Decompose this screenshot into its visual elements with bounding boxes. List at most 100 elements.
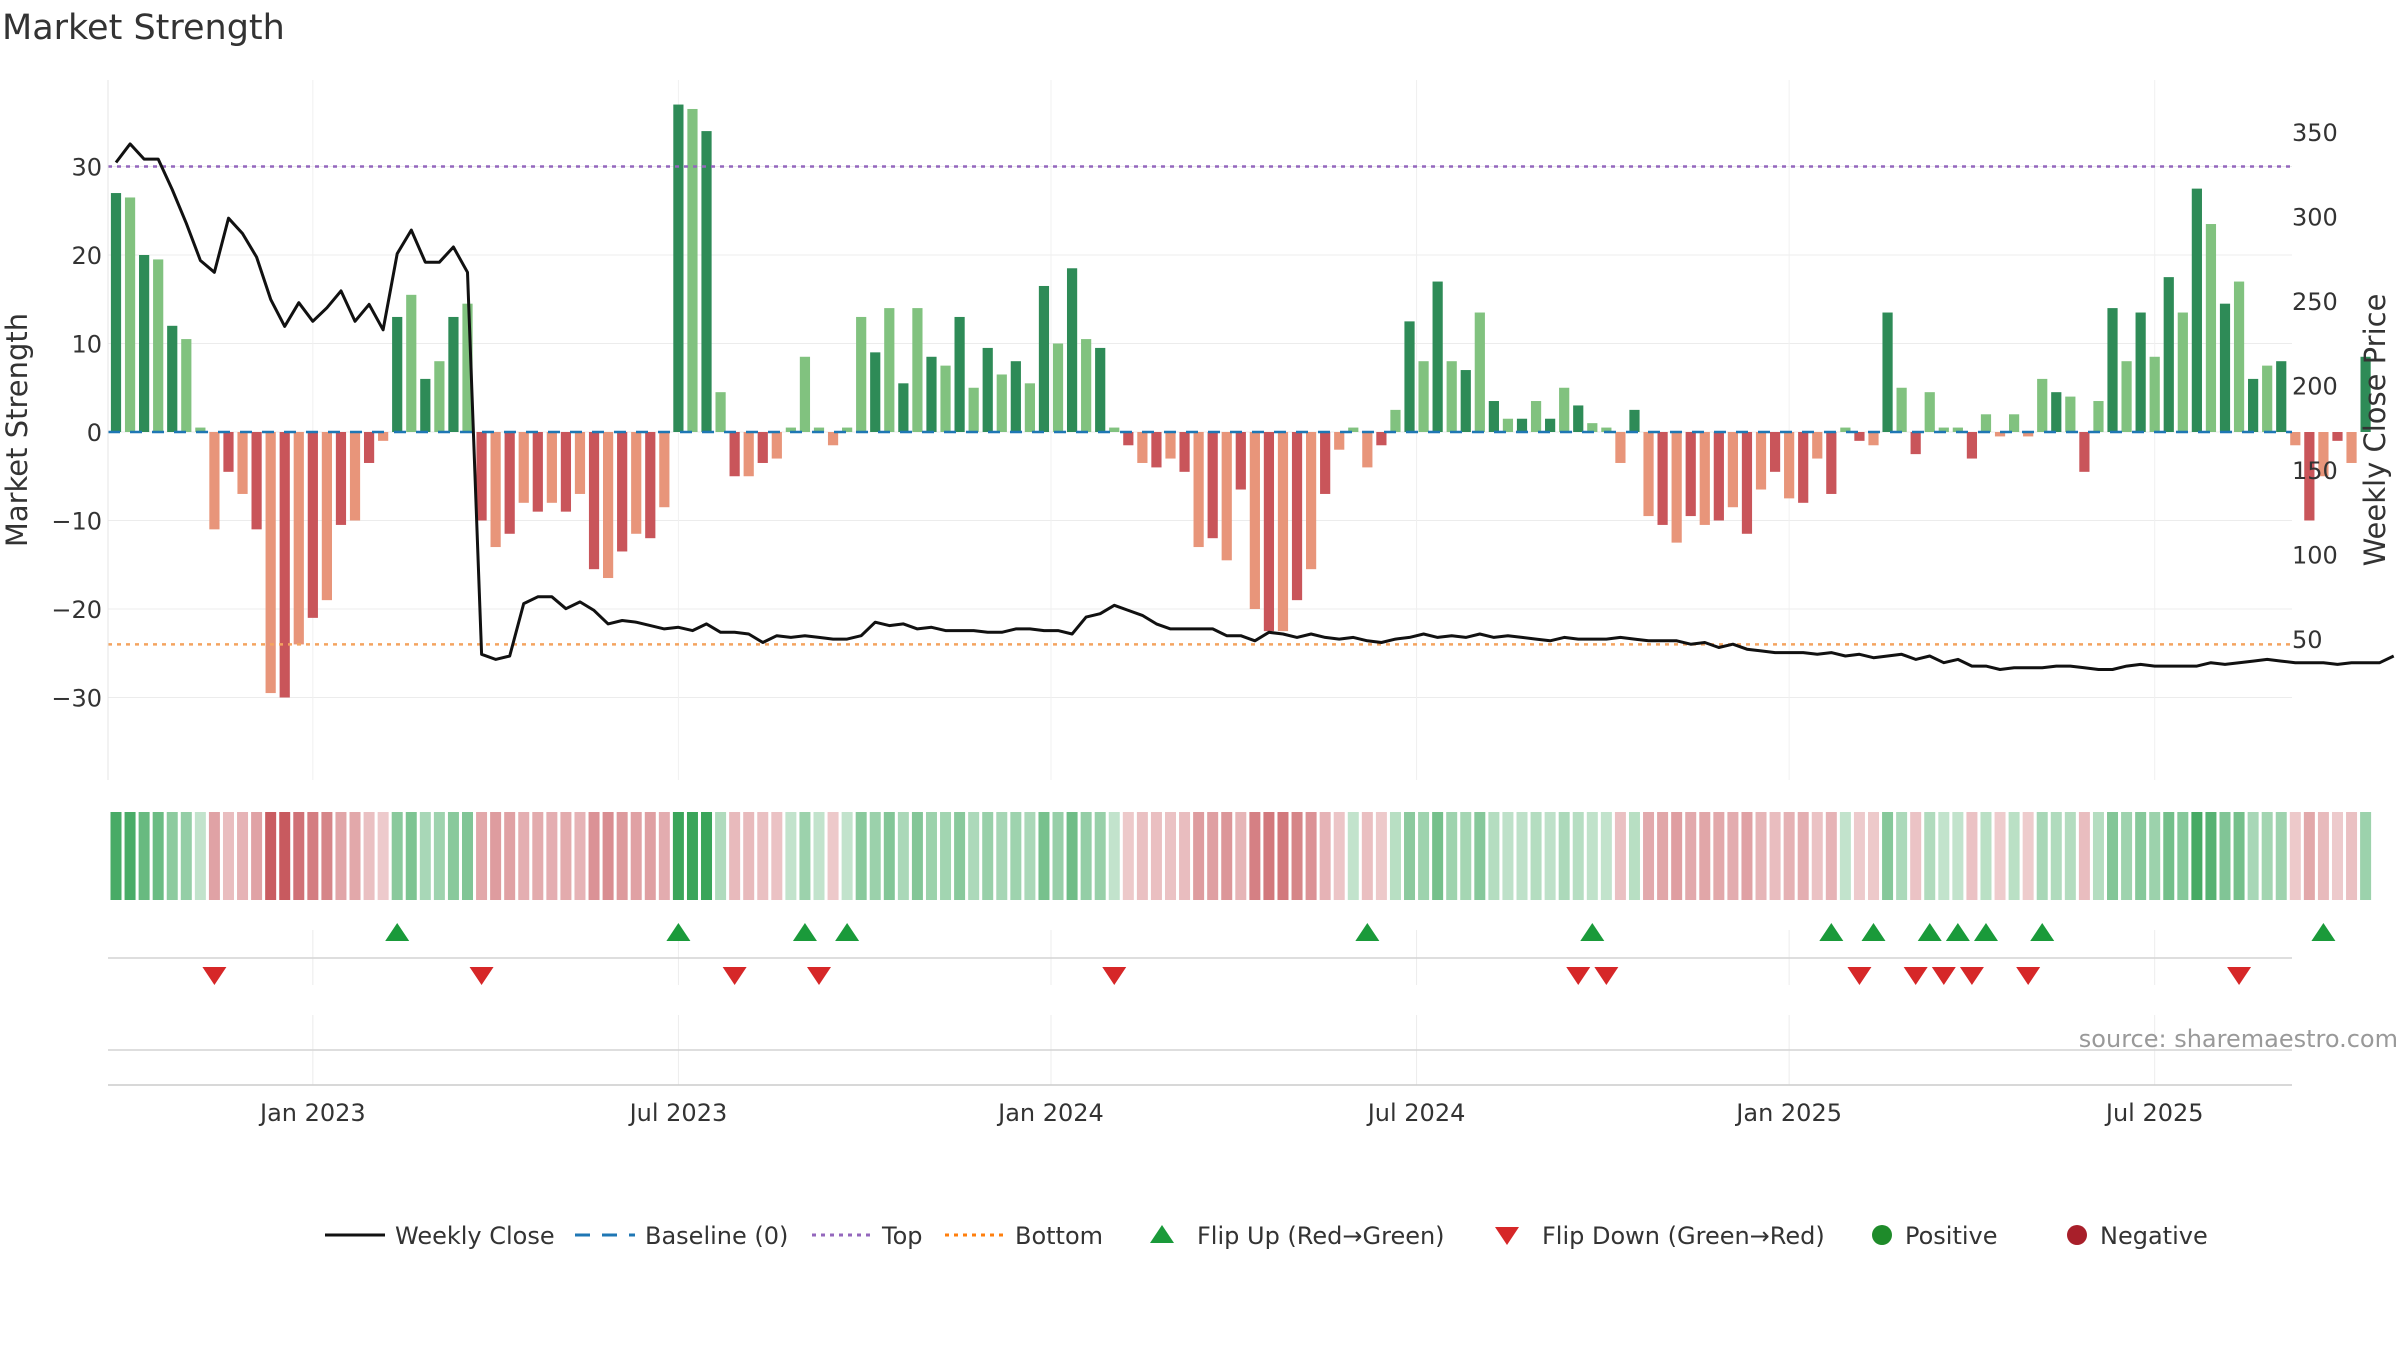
strength-bar bbox=[1938, 427, 1949, 432]
strength-bar bbox=[2093, 401, 2104, 432]
strength-bar bbox=[181, 339, 192, 432]
heat-cell bbox=[1080, 812, 1092, 900]
flip-up-marker bbox=[1355, 923, 1380, 941]
y-right-tick-label: 200 bbox=[2292, 373, 2338, 401]
heat-cell bbox=[1263, 812, 1275, 900]
heat-cell bbox=[1713, 812, 1725, 900]
weekly-close-line bbox=[114, 142, 2395, 671]
strength-bar bbox=[673, 104, 684, 433]
strength-bar bbox=[1066, 268, 1078, 432]
chart-title: Market Strength bbox=[2, 8, 285, 48]
strength-bar bbox=[1038, 285, 1050, 432]
heat-cell bbox=[771, 812, 783, 900]
heat-cell bbox=[799, 812, 811, 900]
heat-cell bbox=[194, 812, 206, 900]
heat-cell bbox=[869, 812, 881, 900]
flip-up-marker bbox=[1917, 923, 1942, 941]
strength-bar bbox=[2037, 378, 2048, 432]
heat-cell bbox=[1108, 812, 1120, 900]
strength-bar bbox=[1502, 418, 1514, 432]
flip-down-marker bbox=[469, 967, 494, 985]
heat-cell bbox=[1741, 812, 1753, 900]
strength-bar bbox=[1727, 432, 1738, 508]
legend-label: Flip Down (Green→Red) bbox=[1542, 1222, 1825, 1250]
strength-bar bbox=[265, 432, 276, 694]
heat-cell bbox=[2050, 812, 2062, 900]
strength-bar bbox=[1376, 432, 1387, 446]
strength-bar bbox=[926, 356, 937, 432]
strength-bar bbox=[968, 387, 979, 432]
heat-cell bbox=[1165, 812, 1176, 900]
heat-cell bbox=[1066, 812, 1078, 900]
legend: Weekly Close Baseline (0) Top Bottom Flip Up… bbox=[325, 1222, 2208, 1250]
heat-cell bbox=[1994, 812, 2006, 900]
heat-cell bbox=[574, 812, 586, 900]
heat-cell bbox=[1839, 812, 1851, 900]
strength-bars bbox=[110, 104, 2371, 698]
strength-bar bbox=[209, 432, 220, 530]
heat-cell bbox=[2078, 812, 2090, 900]
strength-bar bbox=[954, 316, 965, 432]
heat-cell bbox=[883, 812, 895, 900]
legend-swatch-circle bbox=[2067, 1225, 2087, 1245]
strength-bar bbox=[799, 356, 811, 432]
strength-bar bbox=[518, 432, 529, 503]
strength-bar bbox=[1924, 392, 1935, 432]
heat-cell bbox=[349, 812, 361, 900]
strength-bar bbox=[1024, 383, 1035, 432]
strength-bar bbox=[1109, 427, 1120, 432]
strength-bar bbox=[982, 347, 993, 432]
heat-cell bbox=[968, 812, 980, 900]
strength-bar bbox=[420, 378, 431, 432]
strength-bar bbox=[1685, 432, 1696, 517]
x-tick-label: Jan 2025 bbox=[1734, 1099, 1842, 1127]
heat-cell bbox=[476, 812, 488, 900]
strength-bar bbox=[1446, 361, 1457, 432]
heat-cell bbox=[1291, 812, 1303, 900]
strength-bar bbox=[631, 432, 642, 534]
heat-cell bbox=[1136, 812, 1148, 900]
heat-cell bbox=[1797, 812, 1809, 900]
strength-bar bbox=[1193, 432, 1204, 548]
heat-cell bbox=[1938, 812, 1950, 900]
heat-cell bbox=[743, 812, 755, 900]
strength-bar bbox=[462, 303, 473, 432]
strength-bar bbox=[2107, 308, 2118, 432]
heat-cell bbox=[1910, 812, 1922, 900]
strength-bar bbox=[2079, 432, 2090, 472]
heat-cell bbox=[1277, 812, 1289, 900]
strength-bar bbox=[687, 108, 698, 432]
x-tick-label: Jan 2023 bbox=[258, 1099, 366, 1127]
flip-up-marker bbox=[385, 923, 410, 941]
y-left-tick-label: −10 bbox=[51, 508, 102, 536]
strength-bar bbox=[223, 432, 234, 472]
strength-bar bbox=[940, 365, 951, 432]
heat-cell bbox=[2107, 812, 2119, 900]
heat-cell bbox=[1333, 812, 1345, 900]
strength-bar bbox=[1306, 432, 1317, 570]
heat-cell bbox=[1122, 812, 1134, 900]
heat-cell bbox=[2205, 812, 2217, 900]
y-left-tick-label: −30 bbox=[51, 685, 102, 713]
heat-cell bbox=[827, 812, 839, 900]
heat-cell bbox=[1657, 812, 1669, 900]
heat-cell bbox=[996, 812, 1008, 900]
heat-cell bbox=[1361, 812, 1373, 900]
heat-cell bbox=[1305, 812, 1317, 900]
heat-cell bbox=[2219, 812, 2231, 900]
heat-cell bbox=[405, 812, 417, 900]
heat-cell bbox=[1502, 812, 1514, 900]
heat-cell bbox=[1038, 812, 1050, 900]
heat-cell bbox=[2346, 812, 2358, 900]
heat-cell bbox=[1544, 812, 1556, 900]
x-tick-label: Jul 2024 bbox=[1366, 1099, 1466, 1127]
strength-bar bbox=[1994, 432, 2006, 437]
strength-bar bbox=[195, 427, 206, 432]
heat-cell bbox=[490, 812, 502, 900]
heat-cell bbox=[602, 812, 614, 900]
strength-bar bbox=[139, 255, 150, 432]
strength-bar bbox=[1390, 409, 1401, 432]
legend-swatch-circle bbox=[1872, 1225, 1892, 1245]
strength-bar bbox=[1095, 347, 1106, 432]
strength-bar bbox=[1755, 432, 1767, 490]
